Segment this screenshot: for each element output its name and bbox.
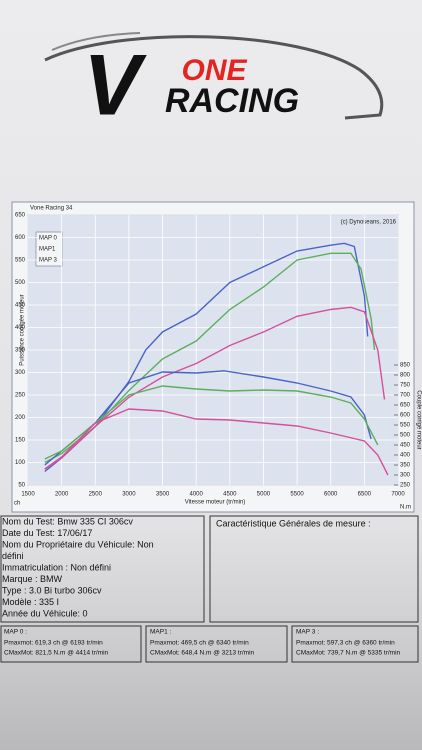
vehicle-line: Nom du Test: Bmw 335 CI 306cv <box>2 516 133 526</box>
y-tick-label: 50 <box>18 483 25 489</box>
chart-title: Vone Racing 34 <box>30 206 73 212</box>
y2-tick-label: 400 <box>400 453 411 459</box>
y-tick-label: 550 <box>15 258 26 264</box>
y2-tick-label: 450 <box>400 443 411 449</box>
vehicle-line: défini <box>2 551 24 561</box>
summary-pmax: Pmaxmot: 619,3 ch @ 6193 tr/min <box>4 640 103 647</box>
vehicle-box <box>0 515 205 623</box>
summary-cmax: CMaxMot: 821,5 N.m @ 4414 tr/min <box>4 650 109 657</box>
y2-tick-label: 300 <box>400 473 411 479</box>
vehicle-line: Date du Test: 17/06/17 <box>2 528 92 538</box>
x-tick-label: 3500 <box>156 492 170 498</box>
copyright: (c) Dynoseans, 2016 <box>341 220 397 226</box>
legend-label: MAP1 <box>39 247 56 253</box>
y2-tick-label: 800 <box>400 373 411 379</box>
x-tick-label: 2500 <box>89 492 103 498</box>
summary-title: MAP 0 : <box>4 629 27 636</box>
x-tick-label: 6500 <box>358 492 372 498</box>
y-tick-label: 350 <box>15 348 26 354</box>
vehicle-line: Type : 3.0 Bi turbo 306cv <box>2 585 102 595</box>
y-tick-label: 600 <box>15 235 26 241</box>
measure-title: Caractéristique Générales de mesure : <box>216 518 371 528</box>
y2-tick-label: 350 <box>400 463 411 469</box>
logo-swoosh <box>44 35 384 120</box>
logo-swoosh-top <box>51 32 141 51</box>
series-line <box>44 306 386 470</box>
y2-axis-label: Couple corrigé moteur <box>415 390 421 449</box>
logo-racing: RACING <box>165 82 299 120</box>
summary-title: MAP 3 : <box>296 629 319 636</box>
summary-pmax: Pmaxmot: 597,3 ch @ 6360 tr/min <box>296 640 395 647</box>
summary-pmax: Pmaxmot: 469,5 ch @ 6340 tr/min <box>150 640 249 647</box>
logo-one: ONE <box>181 54 247 87</box>
vehicle-line: Modèle : 335 I <box>2 597 59 607</box>
measure-box <box>209 515 419 623</box>
summary-cmax: CMaxMot: 739,7 N.m @ 5335 tr/min <box>296 650 401 657</box>
x-tick-label: 5000 <box>257 492 271 498</box>
vehicle-line: Marque : BMW <box>2 574 63 584</box>
vehicle-line: Année du Véhicule: 0 <box>2 608 88 618</box>
series-line <box>44 242 369 473</box>
logo-v: V <box>83 38 147 134</box>
y2-tick-label: 650 <box>400 403 411 409</box>
y-tick-label: 300 <box>15 370 26 376</box>
y2-tick-label: 550 <box>400 423 411 429</box>
x-tick-label: 5500 <box>290 492 304 498</box>
y-tick-label: 100 <box>15 460 26 466</box>
legend-label: MAP 3 <box>39 258 58 264</box>
y2-unit: N.m <box>400 505 411 511</box>
legend-label: MAP 0 <box>39 236 58 242</box>
vehicle-line: Nom du Propriétaire du Véhicule: Non <box>2 539 154 549</box>
x-axis-label: Vitesse moteur (tr/min) <box>185 500 246 506</box>
y-tick-label: 400 <box>15 325 26 331</box>
x-tick-label: 4500 <box>223 492 237 498</box>
x-tick-label: 4000 <box>190 492 204 498</box>
x-tick-label: 7000 <box>391 492 405 498</box>
y2-tick-label: 750 <box>400 383 411 389</box>
y2-tick-label: 250 <box>400 483 411 489</box>
summary-cmax: CMaxMot: 648,4 N.m @ 3213 tr/min <box>150 650 255 657</box>
y-tick-label: 450 <box>15 303 26 309</box>
y-tick-label: 150 <box>15 438 26 444</box>
y2-tick-label: 500 <box>400 433 411 439</box>
y2-tick-label: 700 <box>400 393 411 399</box>
summary-box <box>291 625 419 663</box>
y-tick-label: 250 <box>15 393 26 399</box>
x-tick-label: 6000 <box>324 492 338 498</box>
y2-tick-label: 850 <box>400 363 411 369</box>
y-tick-label: 200 <box>15 415 26 421</box>
summary-box <box>145 625 288 663</box>
x-tick-label: 1500 <box>21 492 35 498</box>
series-line <box>44 408 389 476</box>
vehicle-line: Immatriculation : Non défini <box>2 562 111 572</box>
y-unit: ch <box>14 501 20 507</box>
y-tick-label: 650 <box>15 213 26 219</box>
x-tick-label: 2000 <box>55 492 69 498</box>
summary-box <box>0 625 142 663</box>
x-tick-label: 3000 <box>122 492 136 498</box>
y2-tick-label: 600 <box>400 413 411 419</box>
y-axis-label: Puissance corrigée moteur <box>20 294 26 365</box>
y-tick-label: 500 <box>15 280 26 286</box>
summary-title: MAP1 : <box>150 629 172 636</box>
